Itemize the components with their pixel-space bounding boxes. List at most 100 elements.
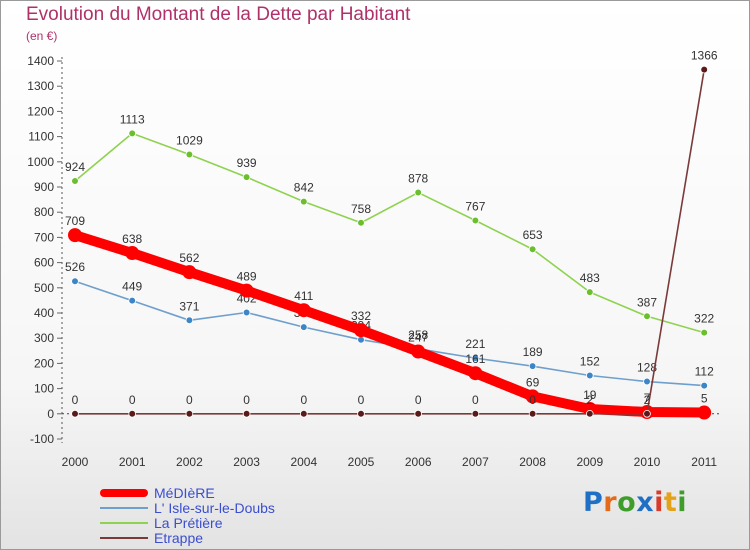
y-tick-label: 700: [34, 230, 54, 244]
y-tick-label: 1300: [27, 79, 54, 93]
data-point-etrappe: [357, 409, 365, 418]
legend-label-isle-sur-le-doubs: L' Isle-sur-le-Doubs: [154, 500, 275, 516]
data-label-l-isle-sur-le-doubs: 189: [523, 345, 543, 359]
x-tick-label: 2001: [119, 455, 146, 469]
data-point-etrappe: [585, 409, 594, 418]
data-point-mediere: [68, 228, 82, 243]
legend-item-isle-sur-le-doubs: L' Isle-sur-le-Doubs: [100, 500, 340, 516]
proxiti-logo-letter: i: [677, 487, 688, 518]
data-label-etrappe: 0: [472, 393, 479, 407]
data-label-l-isle-sur-le-doubs: 112: [695, 365, 714, 379]
data-point-etrappe: [643, 409, 651, 418]
y-tick-label: 1400: [27, 54, 54, 68]
data-point-mediere: [468, 366, 483, 381]
data-point-l-isle-sur-le-doubs: [128, 296, 137, 305]
data-point-mediere: [525, 389, 540, 404]
data-label-etrappe: 0: [358, 393, 365, 407]
legend: MéDIèRE L' Isle-sur-le-Doubs La Prétière…: [100, 485, 340, 546]
data-point-mediere: [125, 246, 140, 261]
data-label-l-isle-sur-le-doubs: 258: [408, 328, 428, 342]
legend-item-medierre: MéDIèRE: [100, 485, 340, 501]
data-point-etrappe: [299, 409, 308, 418]
legend-item-la-pretiere: La Prétière: [100, 515, 340, 531]
legend-label-medierre: MéDIèRE: [154, 485, 215, 501]
legend-swatch-la-pretiere: [100, 522, 148, 524]
x-tick-label: 2009: [576, 455, 603, 469]
data-label-mediere: 247: [408, 331, 428, 345]
y-tick-label: 1000: [27, 155, 54, 169]
data-point-etrappe: [185, 409, 194, 418]
data-label-la-pretiere: 1029: [176, 133, 203, 147]
data-label-etrappe: 0: [186, 393, 193, 407]
y-tick-label: -100: [30, 432, 54, 446]
data-label-mediere: 7: [644, 391, 651, 405]
data-point-etrappe: [414, 409, 423, 418]
x-tick-label: 2004: [290, 455, 317, 469]
series-line-l-isle-sur-le-doubs: [74, 280, 706, 387]
data-point-mediere: [182, 265, 197, 280]
proxiti-logo-letter: t: [663, 487, 678, 518]
data-label-mediere: 19: [583, 388, 597, 402]
data-point-la-pretiere: [128, 129, 137, 138]
data-label-l-isle-sur-le-doubs: 371: [179, 299, 199, 313]
data-label-l-isle-sur-le-doubs: 526: [65, 260, 85, 274]
y-tick-label: 100: [34, 382, 54, 396]
data-label-la-pretiere: 1113: [120, 112, 145, 126]
y-tick-label: 300: [34, 331, 54, 345]
y-tick-label: 500: [34, 281, 54, 295]
proxiti-logo-letter: r: [603, 487, 618, 518]
x-tick-label: 2002: [176, 455, 203, 469]
proxiti-logo: Proxiti: [583, 487, 687, 518]
x-tick-label: 2011: [691, 455, 717, 469]
chart-unit: (en €): [26, 29, 58, 43]
series-line-etrappe: [74, 68, 706, 415]
data-label-mediere: 5: [701, 392, 708, 406]
data-point-l-isle-sur-le-doubs: [242, 308, 251, 317]
data-label-l-isle-sur-le-doubs: 128: [637, 361, 657, 375]
series-line-mediere: [70, 230, 710, 418]
x-tick-label: 2010: [634, 455, 661, 469]
data-point-etrappe: [242, 409, 251, 418]
x-tick-label: 2005: [348, 455, 375, 469]
data-label-etrappe: 0: [300, 393, 307, 407]
data-point-etrappe: [471, 409, 480, 418]
legend-item-etrappe: Etrappe: [100, 530, 340, 546]
data-label-la-pretiere: 653: [523, 228, 543, 242]
data-point-mediere: [296, 303, 311, 318]
data-label-etrappe: 0: [529, 393, 536, 407]
data-label-l-isle-sur-le-doubs: 221: [465, 337, 485, 351]
chart-svg: -100010020030040050060070080090010001100…: [27, 49, 720, 469]
data-point-etrappe: [71, 409, 79, 418]
data-point-la-pretiere: [528, 245, 537, 254]
data-label-l-isle-sur-le-doubs: 152: [580, 354, 600, 368]
y-tick-label: 600: [34, 256, 54, 270]
data-point-la-pretiere: [299, 197, 308, 206]
y-tick-label: 800: [34, 205, 54, 219]
y-tick-label: 1200: [27, 104, 54, 118]
data-label-l-isle-sur-le-doubs: 449: [122, 280, 142, 294]
data-point-l-isle-sur-le-doubs: [528, 362, 537, 370]
data-label-mediere: 489: [237, 270, 257, 284]
data-label-la-pretiere: 322: [694, 312, 714, 326]
data-label-la-pretiere: 939: [237, 156, 257, 170]
data-label-etrappe: 0: [72, 393, 79, 407]
chart-title: Evolution du Montant de la Dette par Hab…: [26, 4, 411, 25]
data-point-mediere: [411, 344, 426, 359]
data-label-etrappe: 0: [243, 393, 250, 407]
legend-swatch-etrappe: [100, 537, 148, 539]
legend-label-la-pretiere: La Prétière: [154, 515, 223, 531]
data-point-mediere: [697, 405, 712, 420]
y-tick-label: 400: [34, 306, 54, 320]
y-tick-label: 0: [47, 407, 54, 421]
data-point-la-pretiere: [471, 216, 480, 225]
data-label-la-pretiere: 483: [580, 271, 600, 285]
data-point-l-isle-sur-le-doubs: [585, 371, 594, 380]
data-label-etrappe: 1366: [691, 49, 718, 63]
data-point-l-isle-sur-le-doubs: [700, 381, 708, 390]
data-point-l-isle-sur-le-doubs: [71, 277, 79, 286]
data-label-la-pretiere: 924: [65, 160, 85, 174]
data-point-etrappe: [700, 65, 708, 74]
data-label-etrappe: 2: [644, 393, 651, 407]
proxiti-logo-letter: P: [583, 487, 604, 518]
